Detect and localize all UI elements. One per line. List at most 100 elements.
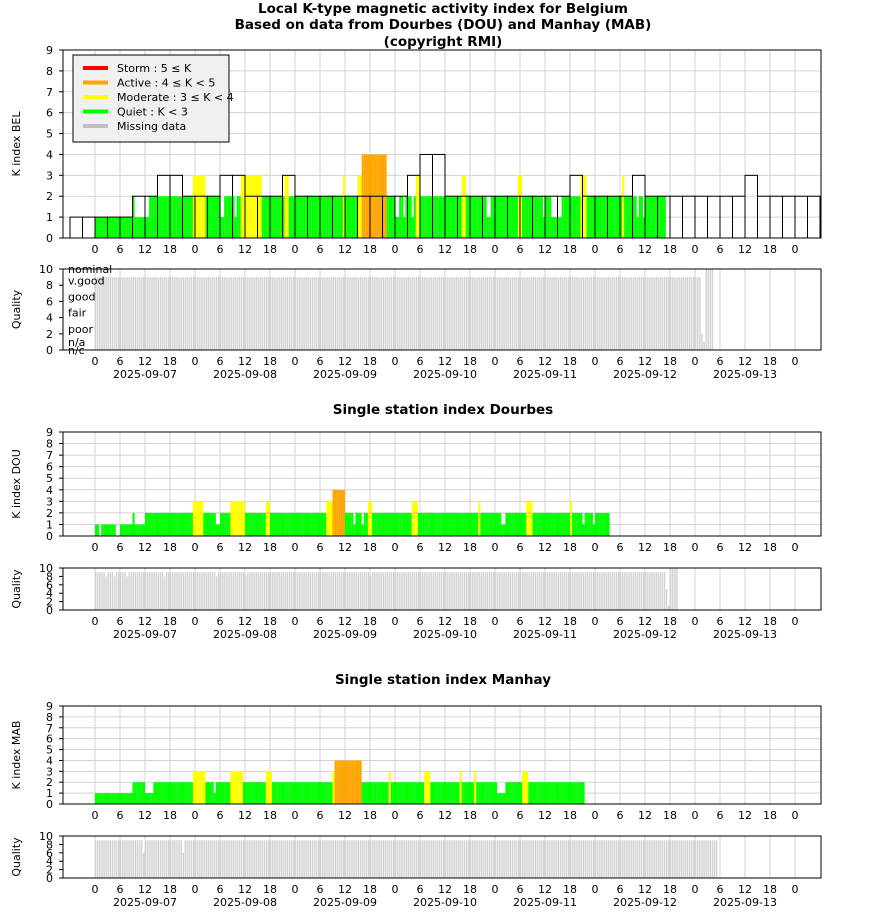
quality-bar (147, 277, 149, 350)
k-bar (613, 196, 616, 238)
k-bar (199, 175, 202, 238)
quality-bar (515, 277, 518, 350)
quality-bar (649, 277, 651, 350)
quality-bar (499, 572, 501, 610)
k-bar (480, 782, 483, 804)
k-bar (274, 782, 277, 804)
quality-bar (620, 572, 622, 610)
k-bar (507, 196, 510, 238)
k-bar (349, 760, 352, 804)
quality-bar (195, 840, 197, 878)
quality-bar (690, 277, 693, 350)
quality-bar (345, 840, 347, 878)
k-bar (465, 196, 468, 238)
k-bar (295, 512, 298, 536)
k-bar (311, 512, 314, 536)
quality-bar (109, 572, 112, 610)
date-label: 2025-09-10 (413, 628, 477, 641)
k-bar (338, 760, 341, 804)
k-bar (549, 512, 552, 536)
k-bar (476, 782, 479, 804)
k-bar (403, 782, 406, 804)
k-bar (157, 512, 160, 536)
quality-bar (211, 840, 214, 878)
quality-bar (540, 840, 543, 878)
k-bar (195, 175, 198, 238)
k-bar (140, 524, 143, 536)
k-bar (611, 196, 614, 238)
k-bar (636, 217, 639, 238)
k-bar (359, 512, 362, 536)
quality-bar (557, 840, 559, 878)
k-bar (497, 512, 500, 536)
x-hour-tick-label: 6 (417, 243, 424, 256)
quality-bar (467, 840, 470, 878)
quality-bar (126, 576, 128, 610)
quality-bar (484, 572, 487, 610)
k-bar (263, 782, 266, 804)
quality-bar (342, 277, 345, 350)
quality-bar (405, 277, 407, 350)
x-hour-tick-label: 12 (638, 541, 652, 554)
k-bar (295, 196, 298, 238)
quality-bar (153, 572, 155, 610)
quality-bar (707, 840, 709, 878)
quality-bar (459, 572, 462, 610)
k-bar (578, 782, 581, 804)
quality-bar (417, 840, 420, 878)
k-bar (253, 512, 256, 536)
k-bar (190, 196, 193, 238)
quality-bar (440, 277, 443, 350)
k-bar (424, 771, 427, 804)
k-bar (436, 196, 439, 238)
quality-bar (124, 840, 126, 878)
quality-bar (620, 277, 622, 350)
quality-bar (513, 572, 516, 610)
k-bar (307, 782, 310, 804)
k-bar (284, 175, 287, 238)
k-bar (445, 196, 448, 238)
k-bar (340, 196, 343, 238)
quality-bar (536, 572, 539, 610)
quality-bar (184, 840, 187, 878)
quality-bar (382, 840, 384, 878)
k-bar (424, 512, 427, 536)
quality-bar (355, 277, 357, 350)
quality-bar (245, 840, 247, 878)
x-hour-tick-label: 12 (538, 243, 552, 256)
date-label: 2025-09-09 (313, 628, 377, 641)
k-bar (355, 512, 358, 536)
date-label: 2025-09-07 (113, 896, 177, 909)
k-bar (601, 512, 604, 536)
quality-bar (111, 277, 114, 350)
quality-bar (670, 277, 672, 350)
quality-x-hour-tick-label: 6 (517, 615, 524, 628)
quality-bar (682, 840, 684, 878)
k-bar (274, 512, 277, 536)
k-bar (286, 782, 289, 804)
x-hour-tick-label: 6 (717, 243, 724, 256)
quality-bar (476, 840, 478, 878)
quality-bar (122, 277, 124, 350)
quality-bar (482, 277, 484, 350)
quality-bar (645, 277, 647, 350)
k-bar (99, 217, 102, 238)
quality-y-tick-label: 0 (46, 872, 53, 885)
quality-bar (472, 572, 474, 610)
k-bar (238, 196, 241, 238)
k-bar (278, 512, 281, 536)
k-bar (307, 512, 310, 536)
k-bar (409, 512, 412, 536)
quality-bar (411, 840, 414, 878)
k-bar (455, 196, 458, 238)
k-bar (267, 196, 270, 238)
k-bar (167, 782, 170, 804)
quality-bar (555, 572, 557, 610)
quality-bar (467, 572, 470, 610)
quality-bar (363, 840, 366, 878)
quality-bar (313, 572, 316, 610)
quality-bar (486, 572, 489, 610)
quality-x-hour-tick-label: 6 (317, 883, 324, 896)
x-hour-tick-label: 0 (92, 541, 99, 554)
k-bar (136, 217, 139, 238)
